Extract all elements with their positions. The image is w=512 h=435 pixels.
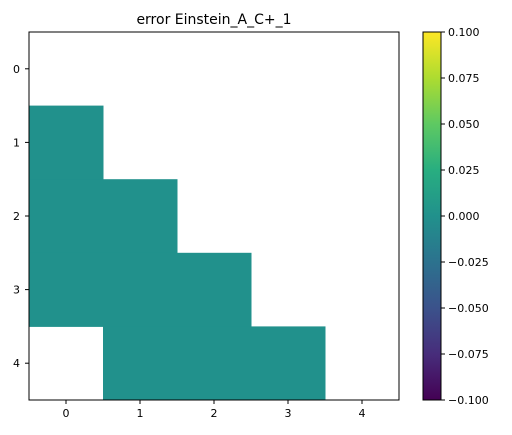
colorbar-tick-label-4: 0.000 <box>448 210 480 223</box>
colorbar-tick-label-3: 0.025 <box>448 164 480 177</box>
colorbar-tick-label-1: 0.075 <box>448 72 480 85</box>
heatmap-cell-3-0 <box>29 252 104 327</box>
colorbar-tick-label-2: 0.050 <box>448 118 480 131</box>
heatmap-cell-4-1 <box>103 326 178 401</box>
colorbar-tick-label-5: −0.025 <box>448 256 489 269</box>
heatmap-cell-4-2 <box>177 326 252 401</box>
x-tick-label-4: 4 <box>359 407 366 420</box>
heatmap-cell-2-1 <box>103 179 178 254</box>
heatmap-cell-3-2 <box>177 252 252 327</box>
heatmap-cell-1-0 <box>29 105 104 180</box>
colorbar <box>422 31 442 401</box>
x-tick-label-3: 3 <box>285 407 292 420</box>
heatmap-cell-3-1 <box>103 252 178 327</box>
y-tick-label-2: 2 <box>13 210 20 223</box>
x-tick-label-0: 0 <box>63 407 70 420</box>
y-tick-label-3: 3 <box>13 284 20 297</box>
y-tick-label-1: 1 <box>13 136 20 149</box>
heatmap-cell-4-3 <box>251 326 326 401</box>
colorbar-tick-label-8: −0.100 <box>448 394 489 407</box>
x-tick-label-2: 2 <box>211 407 218 420</box>
colorbar-tick-label-0: 0.100 <box>448 26 480 39</box>
colorbar-axis: 0.100 0.075 0.050 0.025 0.000 −0.025 −0.050 −0.… <box>441 26 489 407</box>
colorbar-tick-label-6: −0.050 <box>448 302 489 315</box>
chart-title: error Einstein_A_C+_1 <box>136 12 291 28</box>
colorbar-tick-label-7: −0.075 <box>448 348 489 361</box>
heatmap-cell-2-0 <box>29 179 104 254</box>
y-tick-label-4: 4 <box>13 357 20 370</box>
y-axis: 0 1 2 3 4 <box>13 63 29 370</box>
y-tick-label-0: 0 <box>13 63 20 76</box>
x-tick-label-1: 1 <box>137 407 144 420</box>
heatmap-cells <box>29 105 326 401</box>
x-axis: 0 1 2 3 4 <box>63 400 366 420</box>
